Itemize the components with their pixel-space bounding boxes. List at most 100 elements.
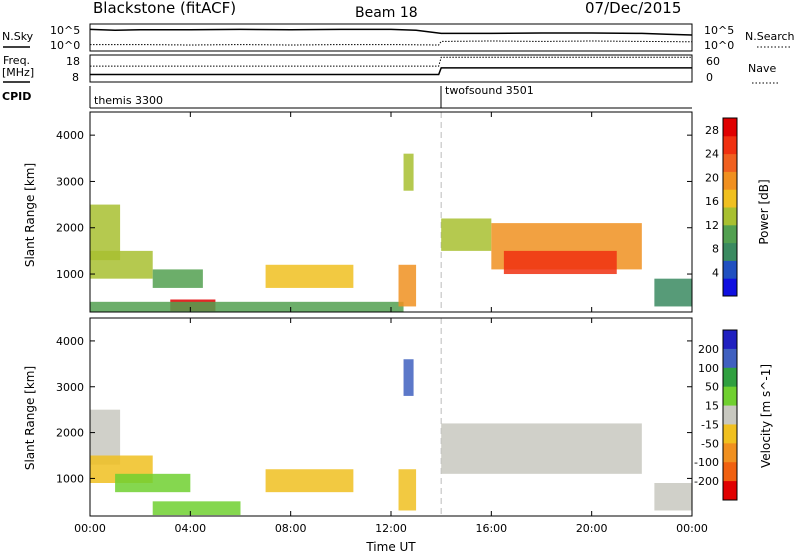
power-colorbar-tick-5: 24 <box>705 148 719 161</box>
power-colorbar-bin-2 <box>723 242 737 261</box>
freq-series-line <box>90 67 692 76</box>
xtick-label-0: 00:00 <box>74 522 106 535</box>
velocity-colorbar-bin-1 <box>723 348 737 369</box>
velocity-colorbar-bin-8 <box>723 481 737 501</box>
nsearch-label: N.Search <box>745 30 795 43</box>
power-colorbar: 4 8 12 16 20 24 28 <box>705 117 738 297</box>
power-ytick-label-0: 1000 <box>56 268 84 281</box>
power-colorbar-bin-4 <box>723 207 737 226</box>
velocity-colorbar-bin-0 <box>723 330 737 350</box>
velocity-ytick-label-0: 1000 <box>56 472 84 485</box>
power-colorbar-label: Power [dB] <box>757 179 771 244</box>
freq-label-1: Freq. <box>3 54 30 67</box>
nave-tick-bottom: 0 <box>706 71 713 84</box>
nsky-tick-bottom: 10^0 <box>50 39 80 52</box>
freq-tick-bottom: 8 <box>72 71 79 84</box>
nave-label: Nave <box>748 62 776 75</box>
power-colorbar-tick-1: 8 <box>712 243 719 256</box>
power-scatter-region-11 <box>654 278 692 307</box>
plot-axes: 1000 2000 3000 4000 1000 2000 3000 4000 00:00 04:… <box>56 111 708 535</box>
velocity-colorbar-tick-2: 50 <box>705 381 719 394</box>
power-colorbar-bin-8 <box>723 135 737 155</box>
velocity-colorbar-bin-3 <box>723 386 737 407</box>
velocity-scatter-region-2 <box>115 473 191 493</box>
velocity-colorbar-tick-4: -15 <box>701 418 719 431</box>
power-colorbar-bin-0 <box>723 278 737 297</box>
power-scatter-region-2 <box>152 269 203 288</box>
velocity-plot-area <box>90 318 692 516</box>
figure-title: Blackstone (fitACF) <box>93 0 236 17</box>
power-plot-area <box>90 112 692 312</box>
xtick-label-1: 04:00 <box>174 522 206 535</box>
xtick-label-5: 20:00 <box>576 522 608 535</box>
velocity-ytick-label-1: 2000 <box>56 427 84 440</box>
nsearch-tick-bottom: 10^0 <box>704 39 734 52</box>
nave-tick-top: 60 <box>706 55 720 68</box>
nsearch-tick-top: 10^5 <box>704 24 734 37</box>
xtick-label-6: 00:00 <box>676 522 708 535</box>
velocity-scatter-region-3 <box>152 501 241 516</box>
power-scatter-region-0 <box>90 204 121 261</box>
velocity-colorbar-bin-7 <box>723 462 737 482</box>
velocity-scatter-region-5 <box>398 469 417 511</box>
power-scatter-region-5 <box>265 264 354 288</box>
velocity-colorbar: 200 100 50 15 -15 -50 -100 -200 <box>694 329 738 501</box>
power-ytick-label-2: 3000 <box>56 175 84 188</box>
x-axis-label: Time UT <box>365 540 416 554</box>
cpid-entry-twofsound: twofsound 3501 <box>445 84 534 97</box>
power-ylabel: Slant Range [km] <box>23 163 37 267</box>
power-colorbar-bin-3 <box>723 224 737 244</box>
xtick-label-4: 16:00 <box>475 522 507 535</box>
xtick-label-3: 12:00 <box>375 522 407 535</box>
velocity-scatter-region-8 <box>654 483 692 511</box>
power-colorbar-bin-5 <box>723 189 737 208</box>
velocity-ylabel: Slant Range [km] <box>23 366 37 470</box>
power-colorbar-bin-6 <box>723 171 737 190</box>
velocity-scatter-region-6 <box>403 359 414 396</box>
velocity-scatter-region-4 <box>265 469 354 493</box>
velocity-colorbar-bin-6 <box>723 443 737 463</box>
power-colorbar-tick-0: 4 <box>712 266 719 279</box>
velocity-ytick-label-3: 4000 <box>56 335 84 348</box>
power-scatter-region-8 <box>441 218 492 251</box>
nsky-series-line <box>89 28 693 36</box>
power-colorbar-bin-9 <box>723 118 737 137</box>
nsky-label: N.Sky <box>2 30 34 43</box>
nsky-tick-top: 10^5 <box>50 24 80 37</box>
velocity-colorbar-tick-5: -50 <box>701 437 719 450</box>
velocity-colorbar-tick-6: -100 <box>694 456 719 469</box>
cpid-entry-themis: themis 3300 <box>94 94 163 107</box>
nsearch-series-line <box>90 40 693 46</box>
velocity-colorbar-tick-1: 100 <box>698 362 719 375</box>
velocity-colorbar-frame <box>722 329 738 501</box>
power-colorbar-tick-4: 20 <box>705 171 719 184</box>
power-scatter-region-10 <box>503 250 617 275</box>
power-colorbar-tick-3: 16 <box>705 195 719 208</box>
velocity-colorbar-tick-0: 200 <box>698 343 719 356</box>
power-scatter-region-6 <box>398 264 417 307</box>
nsky-panel-frame <box>89 23 693 52</box>
date-label: 07/Dec/2015 <box>585 0 681 17</box>
velocity-colorbar-bin-2 <box>723 367 737 388</box>
cpid-label: CPID <box>2 90 31 103</box>
freq-label-2: [MHz] <box>2 66 34 79</box>
power-scatter-region-7 <box>403 153 414 191</box>
xtick-label-2: 08:00 <box>275 522 307 535</box>
power-colorbar-tick-2: 12 <box>705 219 719 232</box>
power-ytick-label-1: 2000 <box>56 222 84 235</box>
velocity-colorbar-label: Velocity [m s^-1] <box>759 364 773 468</box>
velocity-colorbar-tick-7: -200 <box>694 475 719 488</box>
velocity-colorbar-bin-4 <box>723 405 737 425</box>
nave-series-line <box>90 56 692 67</box>
power-colorbar-frame <box>722 117 738 297</box>
velocity-ytick-label-2: 3000 <box>56 381 84 394</box>
velocity-colorbar-tick-3: 15 <box>705 400 719 413</box>
power-ytick-label-3: 4000 <box>56 129 84 142</box>
freq-tick-top: 18 <box>66 55 80 68</box>
power-colorbar-bin-7 <box>723 153 737 172</box>
power-scatter-region-4 <box>90 301 404 312</box>
power-colorbar-tick-6: 28 <box>705 124 719 137</box>
velocity-scatter-region-7 <box>441 423 642 474</box>
velocity-colorbar-bin-5 <box>723 424 737 444</box>
